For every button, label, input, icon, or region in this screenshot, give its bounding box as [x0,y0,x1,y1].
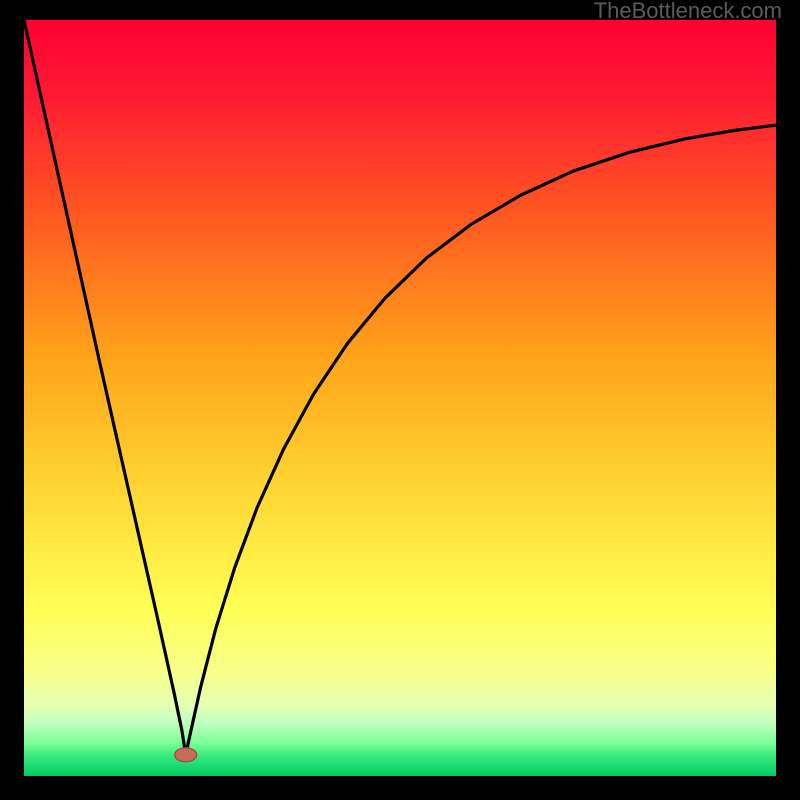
frame-border-left [0,0,24,800]
frame-border-bottom [0,776,800,800]
plot-svg [24,20,776,776]
plot-area [24,20,776,776]
chart-frame: TheBottleneck.com [0,0,800,800]
watermark-text: TheBottleneck.com [594,0,782,24]
plot-background [24,20,776,776]
optimum-marker [175,748,197,762]
frame-border-right [776,0,800,800]
